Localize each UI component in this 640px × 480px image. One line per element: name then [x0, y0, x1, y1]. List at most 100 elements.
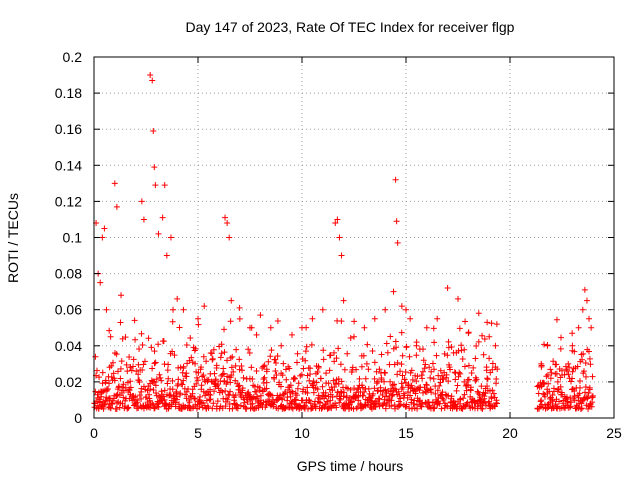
data-point [354, 386, 361, 393]
data-point [155, 341, 162, 348]
data-point [484, 383, 491, 390]
data-point [238, 389, 245, 396]
data-point [401, 376, 408, 383]
data-point [350, 405, 357, 412]
data-point [421, 365, 428, 372]
data-point [559, 367, 566, 374]
data-point [545, 404, 552, 411]
data-point [209, 355, 216, 362]
data-point [452, 376, 459, 383]
data-point [484, 376, 491, 383]
data-point [579, 306, 586, 313]
data-point [376, 403, 383, 410]
data-point [585, 348, 592, 355]
data-point [139, 366, 146, 373]
data-point [455, 347, 462, 354]
data-point [414, 373, 421, 380]
data-point [126, 387, 133, 394]
data-point [303, 399, 310, 406]
data-point [160, 338, 167, 345]
data-point [153, 390, 160, 397]
data-point [401, 392, 408, 399]
data-point [480, 351, 487, 358]
data-point [461, 363, 468, 370]
data-point [543, 373, 550, 380]
data-point [371, 315, 378, 322]
data-point [577, 405, 584, 412]
data-point [263, 368, 270, 375]
data-point [408, 382, 415, 389]
data-point [217, 354, 224, 361]
data-point [263, 385, 270, 392]
data-point [111, 180, 118, 187]
data-point [174, 295, 181, 302]
data-point [381, 378, 388, 385]
data-point [387, 333, 394, 340]
data-point [210, 346, 217, 353]
data-point [393, 344, 400, 351]
data-point [156, 371, 163, 378]
data-point [352, 394, 359, 401]
data-point [144, 387, 151, 394]
data-point [461, 378, 468, 385]
data-point [124, 405, 131, 412]
data-point [299, 324, 305, 331]
data-point [419, 401, 426, 408]
data-point [255, 404, 262, 411]
data-point [295, 380, 302, 387]
data-point [99, 234, 106, 241]
data-point [113, 351, 120, 358]
data-point [418, 372, 425, 379]
data-point [391, 402, 398, 409]
data-point [394, 359, 401, 366]
data-point [408, 367, 415, 374]
data-point [576, 390, 583, 397]
data-point [553, 404, 560, 411]
data-point [341, 389, 348, 396]
data-point [192, 360, 199, 367]
data-point [438, 405, 445, 412]
data-point [109, 359, 116, 366]
data-point [210, 400, 217, 407]
data-point [569, 368, 576, 375]
data-point [391, 361, 398, 368]
data-point [423, 324, 430, 331]
data-point [292, 375, 299, 382]
data-point [113, 405, 120, 412]
data-point [479, 405, 486, 412]
data-point [373, 368, 380, 375]
data-point [371, 385, 378, 392]
y-tick-label: 0.06 [55, 302, 82, 318]
data-point [263, 402, 270, 409]
data-point [132, 336, 139, 343]
data-point [271, 356, 278, 363]
data-point [127, 364, 134, 371]
data-point [98, 388, 105, 395]
data-point [200, 353, 207, 360]
data-point [569, 342, 576, 349]
data-point [557, 334, 564, 341]
data-point [566, 364, 573, 371]
data-point [445, 378, 452, 385]
data-point [437, 367, 444, 374]
data-point [321, 404, 328, 411]
data-point [423, 382, 430, 389]
data-point [117, 365, 124, 372]
data-point [441, 350, 448, 357]
data-point [582, 359, 589, 366]
data-point [336, 234, 343, 241]
data-point [396, 392, 403, 399]
data-point [224, 220, 231, 227]
data-point [435, 398, 442, 405]
y-tick-label: 0.02 [55, 374, 82, 390]
data-point [302, 357, 309, 364]
data-point [481, 336, 488, 343]
data-point [106, 327, 113, 334]
data-point [486, 333, 493, 340]
data-point [460, 395, 467, 402]
data-point [407, 315, 414, 322]
data-point [408, 396, 415, 403]
data-point [431, 339, 438, 346]
data-point [493, 376, 500, 383]
data-point [547, 366, 554, 373]
